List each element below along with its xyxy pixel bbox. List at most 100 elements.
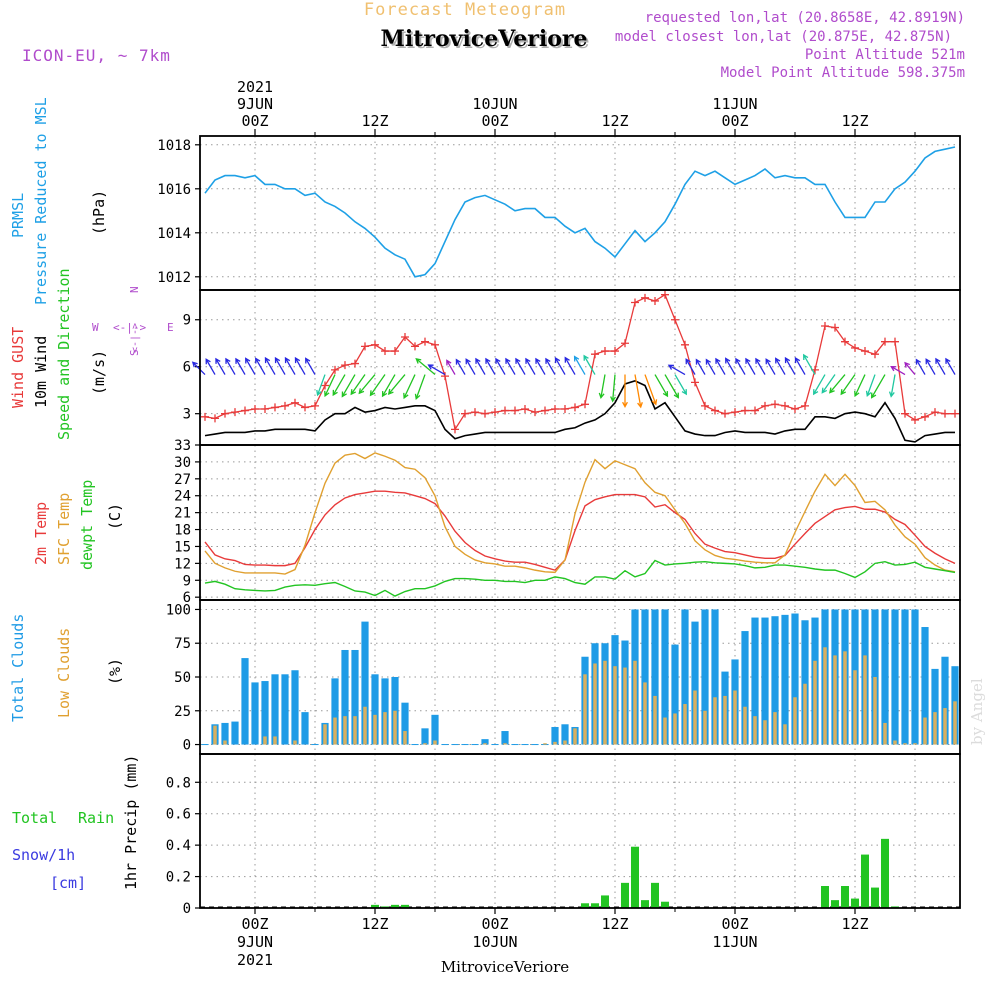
gust-marker [951, 409, 959, 418]
wind-direction-arrow [935, 357, 946, 375]
low-cloud-bar [853, 670, 857, 745]
y-tick-label: 0.6 [166, 807, 191, 823]
low-cloud-bar [643, 682, 647, 745]
gust-marker [841, 337, 849, 346]
gust-marker [651, 296, 659, 305]
low-cloud-bar [503, 743, 507, 745]
wind-direction-arrow [316, 374, 326, 397]
top-time-label: 2021 [237, 78, 273, 96]
compass-center-h: <-|-> [113, 321, 146, 334]
wind-direction-arrow [735, 357, 746, 375]
y-tick-label: 100 [166, 602, 191, 618]
wind-direction-arrow [870, 374, 886, 399]
rain-bar [821, 886, 829, 908]
prmsl-label: PRMSL [9, 193, 27, 238]
y-tick-label: 3 [183, 407, 191, 423]
total-cloud-bar [781, 614, 789, 745]
pressure-reduced-label: Pressure Reduced to MSL [32, 97, 50, 305]
low-cloud-bar [603, 660, 607, 745]
wind-direction-arrow [813, 374, 826, 396]
rain-bar [631, 846, 639, 908]
gust-marker [631, 298, 639, 307]
wind-direction-arrow [485, 357, 496, 375]
wind-direction-arrow [515, 357, 526, 375]
gust-marker [311, 401, 319, 410]
compass-west: W [92, 321, 99, 334]
gust-marker [621, 339, 629, 348]
wind-direction-arrow [945, 357, 956, 375]
wind-direction-arrow [854, 374, 866, 398]
gust-marker [851, 343, 859, 352]
dewpoint-line [204, 559, 956, 597]
bottom-time-label: 9JUN [237, 933, 273, 951]
low-cloud-bar [573, 728, 577, 745]
y-tick-label: 12 [174, 556, 191, 572]
rain-bar [401, 904, 409, 908]
requested-coordinates: requested lon,lat (20.8658E, 42.8919N) [645, 10, 965, 26]
gust-marker [431, 340, 439, 349]
gust-marker [491, 408, 499, 417]
wind-direction-arrow [745, 357, 756, 375]
low-cloud-bar [483, 743, 487, 745]
low-cloud-bar [703, 710, 707, 745]
gust-marker [511, 406, 519, 415]
wind-direction-arrow [925, 358, 936, 375]
total-cloud-bar [331, 678, 339, 745]
top-time-label: 9JUN [237, 95, 273, 113]
low-cloud-bar [813, 660, 817, 745]
y-tick-label: 9 [183, 573, 191, 589]
gust-marker [881, 337, 889, 346]
gust-marker [891, 337, 899, 346]
rain-bar [861, 854, 869, 908]
wind-direction-arrow [695, 358, 706, 375]
gust-marker [351, 359, 359, 368]
low-cloud-bar [823, 647, 827, 745]
wind-direction-arrow [715, 357, 726, 375]
location-title: MitroviceVeriore [381, 26, 588, 52]
wind-direction-arrow [274, 356, 286, 375]
total-cloud-bar [421, 728, 429, 745]
gust-marker [901, 409, 909, 418]
low-cloud-bar [263, 736, 267, 745]
low-cloud-bar [423, 743, 427, 745]
total-cloud-bar [701, 609, 709, 745]
y-tick-label: 9 [183, 313, 191, 329]
low-cloud-bar [863, 655, 867, 745]
gust-marker [681, 340, 689, 349]
top-time-label: 11JUN [712, 95, 757, 113]
low-cloud-bar [623, 667, 627, 745]
total-cloud-bar [891, 609, 899, 745]
wind-direction-arrow [654, 374, 669, 398]
rain-bar [371, 904, 379, 908]
gust-marker [561, 404, 569, 413]
rain-bar [601, 895, 609, 908]
precip-panel-labels: Total Rain Snow/1h [cm] 1hr Precip (mm) [12, 755, 140, 892]
cloud-panel-labels: Total Clouds Low Clouds (%) [9, 614, 124, 722]
top-time-label: 12Z [601, 112, 628, 130]
wind-direction-arrow [427, 364, 446, 376]
low-cloud-bar [743, 706, 747, 745]
wind-direction-arrow [284, 356, 296, 375]
rain-bar [621, 882, 629, 908]
low-cloud-bar [363, 706, 367, 745]
wind-direction-arrow [904, 361, 916, 375]
hpa-unit-label: (hPa) [90, 190, 108, 235]
low-cloud-bar [763, 720, 767, 745]
gust-marker [321, 381, 329, 390]
footer-location: MitroviceVeriore [441, 958, 569, 976]
rain-bar [391, 904, 399, 908]
top-time-label: 12Z [361, 112, 388, 130]
gust-marker [931, 408, 939, 417]
gust-marker [731, 408, 739, 417]
total-cloud-bar [711, 609, 719, 745]
gust-marker [421, 337, 429, 346]
wind-direction-arrow [765, 358, 776, 375]
model-label: ICON-EU, ~ 7km [22, 46, 171, 65]
wind-direction-arrow [525, 357, 536, 375]
celsius-unit-label: (C) [106, 503, 124, 530]
wind-direction-arrow [775, 357, 786, 375]
wind-direction-arrow [821, 374, 836, 394]
gust-marker [211, 414, 219, 423]
precip-axis-label: 1hr Precip (mm) [122, 755, 140, 890]
total-cloud-bar [941, 656, 949, 745]
